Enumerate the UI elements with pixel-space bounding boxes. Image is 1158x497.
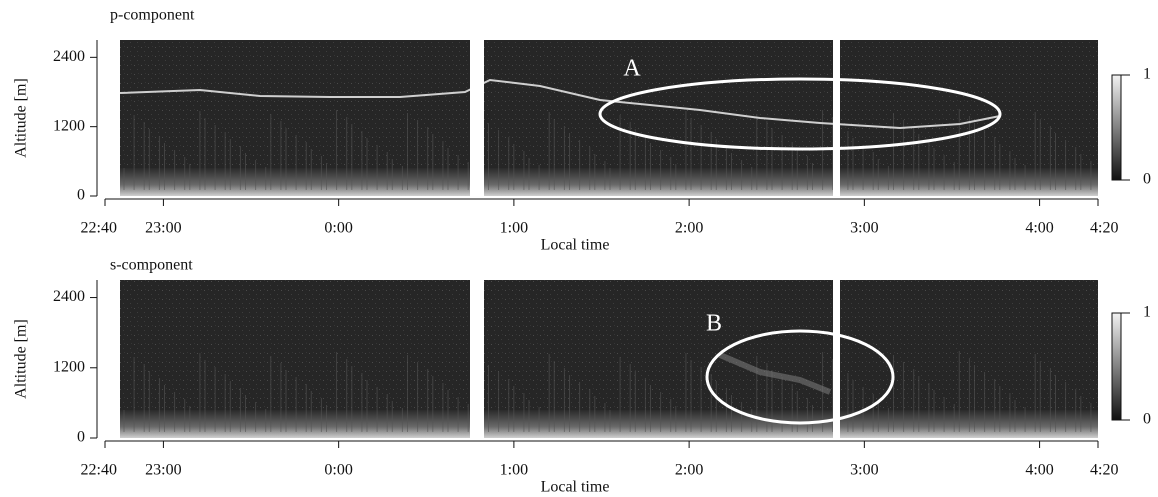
annotation-label: B: [706, 311, 722, 337]
panel: 0 1200 2400 22:40 23:00 0:00 1:00 2:00 3:00 4:00 4…: [13, 257, 1151, 496]
data-gap: [833, 38, 840, 198]
panel: 0 1200 2400 22:40 23:00 0:00 1:00 2:00 3:00 4:00 4…: [13, 7, 1151, 254]
annotation-ellipse: [705, 329, 895, 425]
colorbar: [1111, 312, 1122, 421]
x-tick-label: 23:00: [145, 220, 181, 237]
x-tick-label: 22:40: [81, 220, 117, 237]
y-tick-label: 0: [77, 187, 85, 204]
colorbar-tick-label: 1: [1143, 304, 1151, 321]
annotation-ellipse: [598, 77, 1002, 151]
ground-echo: [120, 410, 1098, 438]
x-tick-label: 3:00: [850, 220, 878, 237]
ground-echo: [120, 168, 1098, 196]
y-tick-label: 2400: [53, 48, 85, 65]
aerosol-layer: [119, 78, 1001, 130]
y-tick-label: 2400: [53, 288, 85, 305]
x-tick-label: 3:00: [850, 462, 878, 479]
x-tick-label: 1:00: [500, 462, 528, 479]
y-tick-label: 1200: [53, 117, 85, 134]
y-axis-label: Altitude [m]: [13, 319, 30, 399]
x-tick-label: 1:00: [500, 220, 528, 237]
x-tick-label: 4:20: [1090, 220, 1118, 237]
x-tick-label: 0:00: [324, 220, 352, 237]
colorbar-tick-label: 0: [1143, 171, 1151, 188]
panel-title: p-component: [110, 7, 195, 24]
x-tick-label: 4:20: [1090, 462, 1118, 479]
x-tick-label: 4:00: [1025, 462, 1053, 479]
x-tick-label: 2:00: [675, 220, 703, 237]
x-tick-label: 22:40: [81, 462, 117, 479]
x-tick-label: 0:00: [324, 462, 352, 479]
x-axis-label: Local time: [541, 479, 610, 496]
x-tick-label: 23:00: [145, 462, 181, 479]
colorbar-tick-label: 1: [1143, 66, 1151, 83]
y-tick-label: 1200: [53, 358, 85, 375]
x-tick-label: 4:00: [1025, 220, 1053, 237]
y-axis-label: Altitude [m]: [13, 78, 30, 158]
data-gap: [833, 278, 840, 440]
data-gap: [470, 278, 484, 440]
colorbar-tick-label: 0: [1143, 411, 1151, 428]
x-tick-label: 2:00: [675, 462, 703, 479]
colorbar: [1111, 74, 1122, 181]
x-axis-label: Local time: [541, 237, 610, 254]
data-gap: [470, 38, 484, 198]
aerosol-layer: [718, 352, 832, 395]
y-tick-label: 0: [77, 429, 85, 446]
panel-title: s-component: [110, 257, 193, 274]
annotation-label: A: [623, 56, 641, 82]
